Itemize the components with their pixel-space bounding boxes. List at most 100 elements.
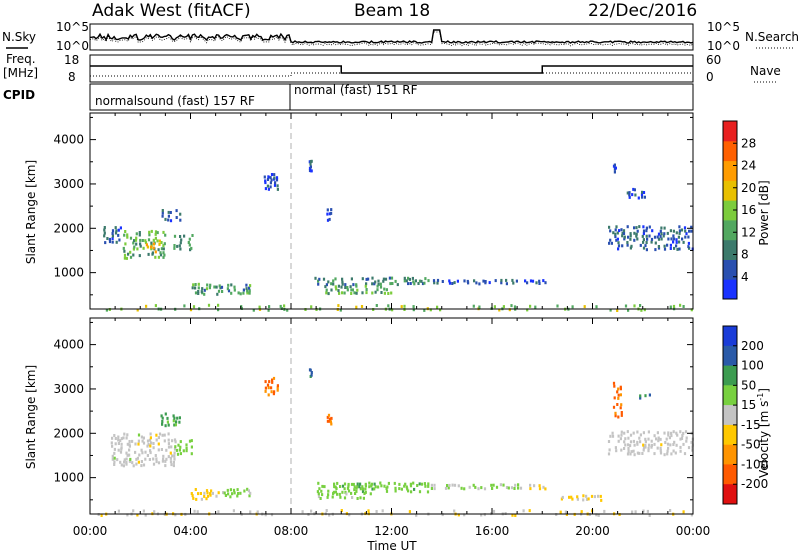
velocity-cell (310, 371, 313, 374)
velocity-cell (433, 483, 436, 487)
power-cell (640, 308, 643, 312)
velocity-cell (173, 447, 177, 451)
velocity-cell (175, 448, 179, 452)
velocity-cell (393, 481, 396, 485)
y-tick-label: 4000 (53, 133, 84, 147)
power-cell (377, 282, 380, 286)
power-cell (417, 282, 420, 285)
velocity-cell (408, 510, 411, 514)
power-cell (423, 308, 426, 312)
power-cell (344, 283, 347, 287)
power-cell (376, 284, 379, 288)
power-cell (324, 285, 327, 289)
power-cell (327, 292, 330, 296)
power-cell (150, 243, 153, 247)
velocity-cell (441, 513, 444, 517)
velocity-cell (339, 485, 342, 488)
power-cell (508, 308, 511, 312)
velocity-cell (125, 461, 128, 464)
power-cell (356, 288, 359, 292)
power-cell (612, 231, 615, 235)
power-cell (103, 228, 106, 232)
power-cell (621, 231, 624, 235)
velocity-cell (355, 486, 358, 490)
power-cell (197, 282, 200, 286)
velocity-cell (528, 509, 531, 513)
velocity-cell (236, 488, 239, 492)
power-cell (429, 308, 432, 312)
velocity-cell (672, 430, 675, 434)
velocity-cell (164, 464, 167, 468)
velocity-cell (383, 484, 386, 488)
power-cell (154, 232, 157, 236)
velocity-cell (679, 449, 682, 453)
power-cell (609, 308, 612, 312)
power-cell (264, 179, 267, 183)
power-cell (147, 238, 151, 242)
velocity-cell (120, 442, 123, 446)
velocity-cell (111, 436, 114, 440)
velocity-cell (597, 513, 600, 517)
power-cell (669, 243, 672, 247)
power-cell (217, 289, 221, 293)
power-cell (371, 291, 374, 295)
power-cell (657, 232, 661, 236)
velocity-cell (463, 513, 466, 517)
power-cell (114, 231, 118, 235)
power-cell (237, 291, 240, 295)
power-cell (142, 246, 145, 250)
velocity-cell (190, 445, 193, 449)
power-cell (203, 292, 206, 296)
velocity-cell (318, 487, 321, 491)
power-cell (613, 170, 616, 174)
velocity-cell (647, 449, 650, 453)
velocity-cell (368, 485, 371, 489)
power-cell (317, 282, 320, 286)
velocity-cell (463, 487, 466, 491)
power-cell (645, 226, 648, 230)
velocity-cell (684, 430, 688, 434)
power-axes: 1000 2000 3000 4000 (53, 113, 694, 309)
velocity-cell (126, 433, 129, 437)
power-cell (191, 286, 194, 290)
velocity-cell (655, 437, 658, 441)
power-cell (616, 231, 619, 235)
velocity-cell (620, 430, 623, 434)
velocity-cell (477, 487, 480, 491)
velocity-cell (370, 484, 373, 488)
velocity-cell (663, 431, 666, 435)
power-cell (488, 281, 491, 285)
power-cell (614, 232, 617, 236)
power-cell (175, 209, 178, 213)
power-cell (276, 184, 279, 188)
power-cell (685, 232, 688, 236)
velocity-cell (673, 440, 676, 444)
power-cell (162, 230, 165, 234)
power-cell (505, 278, 508, 282)
power-cell (673, 246, 676, 250)
colorbar-tick-label: 28 (741, 136, 756, 150)
power-cell (659, 234, 662, 238)
velocity-cell (356, 497, 359, 500)
velocity-cell (160, 414, 163, 418)
power-cell (512, 281, 515, 285)
velocity-cell (409, 482, 412, 486)
velocity-cell (433, 487, 436, 491)
velocity-cell (239, 491, 242, 495)
velocity-cell (405, 485, 408, 489)
power-cell (134, 238, 138, 242)
velocity-cell (648, 514, 651, 517)
power-cell (535, 281, 538, 285)
power-cell (466, 279, 469, 283)
power-cell (608, 225, 611, 229)
power-cell (135, 232, 138, 236)
velocity-cell (231, 492, 234, 496)
velocity-cell (170, 445, 173, 449)
colorbar-segment (723, 239, 737, 260)
velocity-cell (209, 492, 212, 496)
power-cell (642, 225, 645, 229)
velocity-cell (343, 487, 346, 491)
power-cell (169, 211, 172, 214)
power-cell (613, 163, 616, 167)
power-cell (154, 236, 157, 240)
